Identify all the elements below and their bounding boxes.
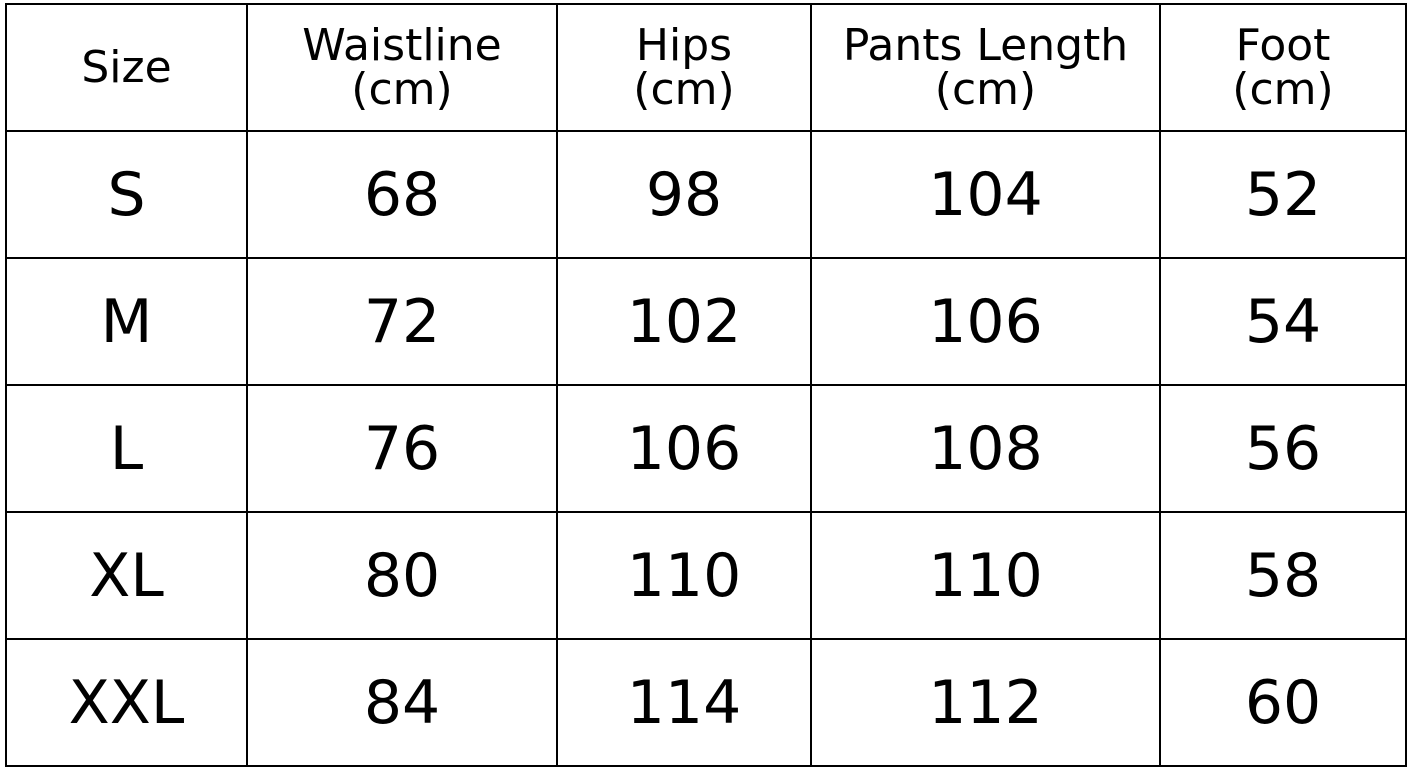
cell-pants-length: 108 [810,384,1161,513]
cell-pants-length: 106 [810,257,1161,386]
cell-pants-length: 104 [810,130,1161,259]
header-label: Foot [1235,20,1331,72]
header-hips: Hips (cm) [556,3,812,132]
cell-foot: 60 [1159,638,1407,767]
cell-waistline: 68 [246,130,558,259]
cell-hips: 106 [556,384,812,513]
table-row: S 68 98 104 52 [5,130,1407,259]
header-unit: (cm) [1232,63,1334,115]
cell-foot: 54 [1159,257,1407,386]
header-unit: (cm) [934,63,1037,115]
header-unit: (cm) [633,63,735,115]
header-label: Size [81,41,172,93]
cell-foot: 56 [1159,384,1407,513]
cell-pants-length: 112 [810,638,1161,767]
cell-hips: 102 [556,257,812,386]
table-row: L 76 106 108 56 [5,384,1407,513]
cell-foot: 58 [1159,511,1407,640]
cell-waistline: 72 [246,257,558,386]
size-chart-table: Size Waistline (cm) Hips (cm) Pants Length… [5,3,1407,767]
cell-size: M [5,257,248,386]
cell-size: XL [5,511,248,640]
header-size: Size [5,3,248,132]
header-unit: (cm) [351,63,453,115]
cell-waistline: 80 [246,511,558,640]
header-waistline: Waistline (cm) [246,3,558,132]
table-row: M 72 102 106 54 [5,257,1407,386]
cell-waistline: 84 [246,638,558,767]
cell-foot: 52 [1159,130,1407,259]
header-label: Waistline [302,20,502,72]
cell-waistline: 76 [246,384,558,513]
cell-size: XXL [5,638,248,767]
header-pants-length: Pants Length (cm) [810,3,1161,132]
header-foot: Foot (cm) [1159,3,1407,132]
cell-hips: 110 [556,511,812,640]
header-label: Hips [635,20,733,72]
cell-size: L [5,384,248,513]
header-label: Pants Length [842,20,1129,72]
table-row: XL 80 110 110 58 [5,511,1407,640]
header-row: Size Waistline (cm) Hips (cm) Pants Length… [5,3,1407,132]
cell-hips: 98 [556,130,812,259]
cell-hips: 114 [556,638,812,767]
cell-size: S [5,130,248,259]
table-row: XXL 84 114 112 60 [5,638,1407,767]
cell-pants-length: 110 [810,511,1161,640]
